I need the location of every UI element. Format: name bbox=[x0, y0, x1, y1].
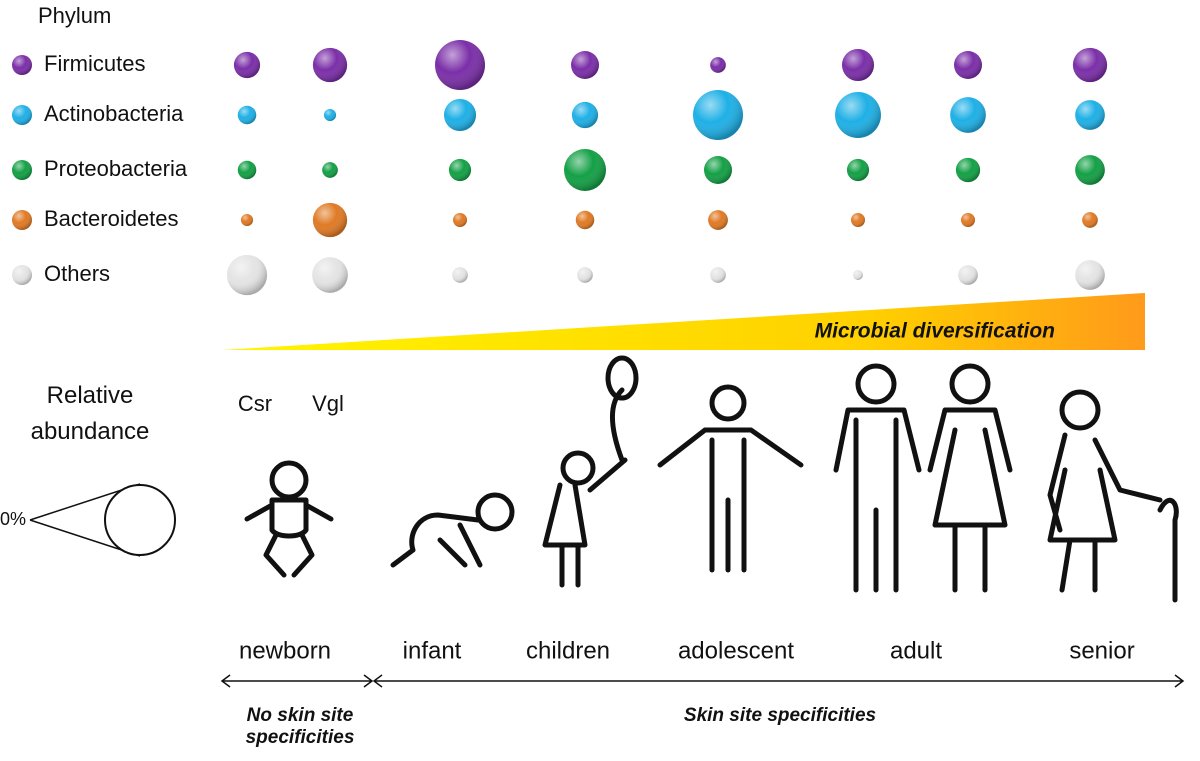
bubble-shine bbox=[954, 51, 982, 79]
scale-label: 0% bbox=[0, 509, 26, 529]
bubble-shine bbox=[704, 156, 732, 184]
legend-marker-shine bbox=[12, 105, 32, 125]
bubble-shine bbox=[237, 160, 257, 180]
stage-label: newborn bbox=[239, 637, 331, 664]
bubble-shine bbox=[312, 257, 348, 293]
bubble-shine bbox=[577, 267, 593, 283]
bubble-shine bbox=[846, 158, 870, 182]
legend-marker-shine bbox=[12, 55, 32, 75]
bubble-shine bbox=[1075, 100, 1105, 130]
bubble-shine bbox=[443, 98, 477, 132]
bubble-shine bbox=[961, 213, 975, 227]
legend-label: Bacteroidetes bbox=[44, 206, 179, 231]
bubble-shine bbox=[323, 108, 337, 122]
bubble-shine bbox=[226, 254, 268, 296]
legend-label: Proteobacteria bbox=[44, 156, 188, 181]
bubble-shine bbox=[571, 51, 599, 79]
site-label: Csr bbox=[238, 391, 272, 416]
legend-label: Firmicutes bbox=[44, 51, 145, 76]
bubble-shine bbox=[851, 213, 865, 227]
bubble-shine bbox=[693, 90, 743, 140]
legend-marker-shine bbox=[12, 210, 32, 230]
period-arrow bbox=[372, 674, 1185, 688]
bubble-shine bbox=[853, 270, 863, 280]
bubble-shine bbox=[452, 267, 468, 283]
period-label: Skin site specificities bbox=[683, 705, 877, 726]
bubble-shine bbox=[312, 202, 348, 238]
gradient-label: Microbial diversification bbox=[815, 320, 1055, 343]
scale-circle bbox=[104, 484, 176, 556]
gradient-wedge bbox=[222, 293, 1145, 350]
bubble-shine bbox=[1072, 47, 1108, 83]
stage-label: children bbox=[526, 637, 610, 664]
bubble-shine bbox=[710, 267, 726, 283]
bubble-shine bbox=[571, 101, 599, 129]
bubble-shine bbox=[950, 97, 986, 133]
legend-label: Actinobacteria bbox=[44, 101, 184, 126]
bubble-shine bbox=[435, 40, 485, 90]
bubble-shine bbox=[312, 47, 348, 83]
bubble-shine bbox=[958, 265, 978, 285]
site-label: Vgl bbox=[312, 391, 344, 416]
icons bbox=[244, 355, 1179, 603]
bubble-shine bbox=[240, 213, 254, 227]
bubble-shine bbox=[1075, 260, 1105, 290]
bubble-shine bbox=[955, 157, 981, 183]
bubble-shine bbox=[708, 210, 728, 230]
period-arrow bbox=[220, 674, 374, 688]
bubble-shine bbox=[841, 48, 875, 82]
bubble-shine bbox=[1075, 155, 1105, 185]
period-label: No skin site specificities bbox=[245, 705, 355, 748]
bubble-shine bbox=[233, 51, 261, 79]
legend-title: Phylum bbox=[38, 3, 111, 28]
bubble-shine bbox=[835, 92, 881, 138]
stage-label: infant bbox=[403, 637, 462, 664]
bubble-shine bbox=[322, 162, 338, 178]
bubble-shine bbox=[453, 213, 467, 227]
stage-label: senior bbox=[1069, 637, 1134, 664]
bubble-shine bbox=[237, 105, 257, 125]
stage-label: adolescent bbox=[678, 637, 794, 664]
bubble-shine bbox=[575, 210, 595, 230]
bubble-shine bbox=[710, 57, 726, 73]
bubble-shine bbox=[1082, 212, 1098, 228]
bubble-shine bbox=[564, 149, 606, 191]
legend-marker-shine bbox=[12, 160, 32, 180]
abundance-title: Relative abundance bbox=[30, 382, 150, 445]
bubble-shine bbox=[448, 158, 472, 182]
legend-marker-shine bbox=[12, 265, 32, 285]
legend-label: Others bbox=[44, 261, 110, 286]
stage-label: adult bbox=[890, 637, 942, 664]
